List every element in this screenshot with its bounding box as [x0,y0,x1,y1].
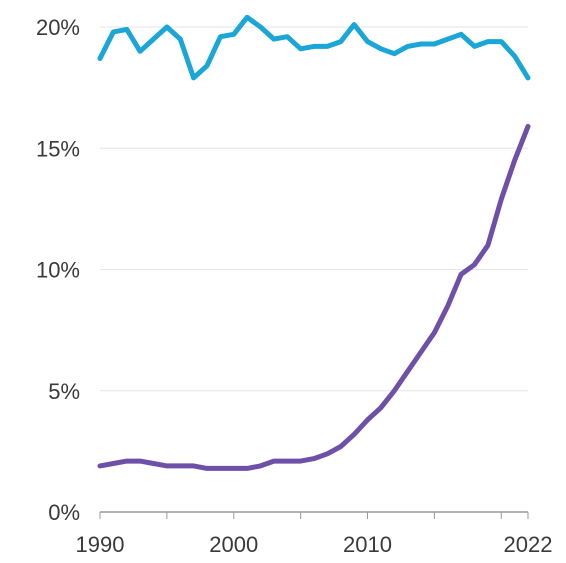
x-tick-label: 2022 [504,532,553,557]
series-line-1 [97,14,531,81]
y-tick-label: 15% [36,136,80,161]
series-line-2 [97,123,531,471]
y-axis-tick-labels: 0% 5% 10% 15% 20% [36,15,80,525]
gridlines [100,26,528,392]
x-axis-tick-labels: 1990 2000 2010 2022 [76,532,553,557]
series-lines [97,14,531,471]
x-tick-label: 1990 [76,532,125,557]
y-tick-label: 0% [48,500,80,525]
y-tick-label: 20% [36,15,80,40]
x-tick-label: 2010 [343,532,392,557]
y-tick-label: 10% [36,258,80,283]
x-axis [99,511,529,519]
x-tick-label: 2000 [209,532,258,557]
y-tick-label: 5% [48,379,80,404]
